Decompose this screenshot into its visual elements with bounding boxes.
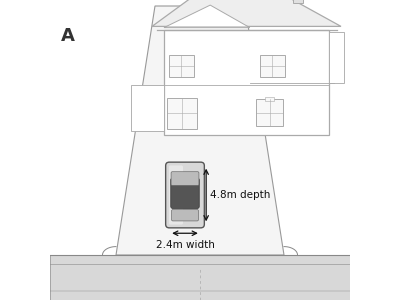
FancyBboxPatch shape [169,165,183,224]
Bar [293,0,303,3]
Bar [256,99,283,126]
Text: 2.4m width: 2.4m width [156,240,214,250]
Bar [168,55,194,77]
Bar [260,55,285,77]
Bar [167,98,197,129]
FancyBboxPatch shape [171,172,199,185]
Text: 4.8m depth: 4.8m depth [210,190,270,200]
FancyBboxPatch shape [172,209,198,221]
Bar [266,97,274,101]
Polygon shape [164,5,250,28]
Bar [131,85,164,130]
Bar [164,30,329,135]
Text: A: A [61,27,75,45]
Bar [329,32,344,83]
Polygon shape [152,0,341,26]
FancyBboxPatch shape [166,162,204,228]
Polygon shape [116,6,284,255]
FancyBboxPatch shape [171,178,199,208]
Bar [50,255,350,300]
